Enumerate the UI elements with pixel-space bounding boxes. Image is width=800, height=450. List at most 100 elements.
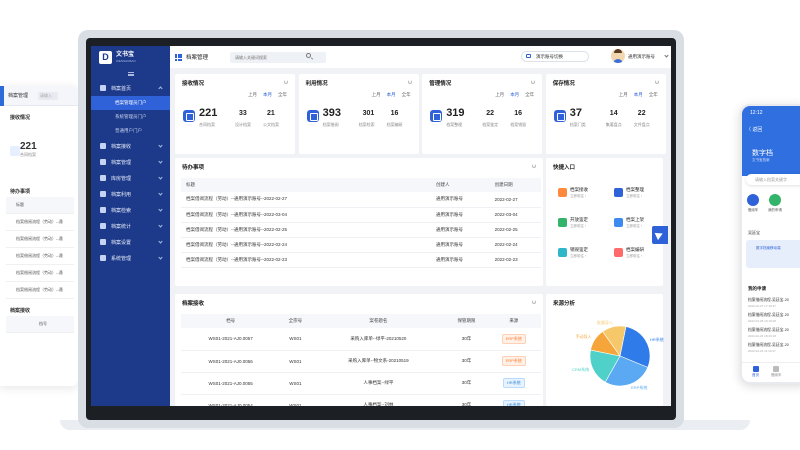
- refresh-icon[interactable]: [654, 80, 659, 84]
- table-row[interactable]: 档案借阅流程（劳动）--通用演示账号--2022-03-04 通用演示账号 2022…: [181, 207, 541, 223]
- table-row[interactable]: 档案借阅流程（劳动）--通用演示账号--2022-02-25 通用演示账号 2022…: [181, 222, 541, 238]
- period-tab[interactable]: 上月: [248, 92, 257, 97]
- period-tab[interactable]: 上月: [618, 92, 628, 97]
- period-tab[interactable]: 上月: [371, 92, 381, 97]
- sidebar-subitem[interactable]: 普通用户门户: [115, 128, 142, 133]
- period-tab[interactable]: 全年: [401, 92, 411, 97]
- sidebar-item[interactable]: 档案设置: [91, 234, 170, 250]
- secondary-search[interactable]: 请输入: [38, 91, 59, 100]
- quick-entry-link[interactable]: 立即前往 ›: [570, 254, 587, 258]
- table-cell: 2022-02-23: [489, 252, 541, 268]
- user-name[interactable]: 通用演示账号: [628, 54, 655, 59]
- sidebar-item[interactable]: 系统管理: [91, 250, 170, 266]
- phone-list-item[interactable]: 档案借阅流程-吴廷宝-20 2022-02-25 10:19:28: [748, 313, 789, 323]
- period-tab[interactable]: 全年: [278, 92, 287, 97]
- sidebar-item[interactable]: 库房管理: [91, 170, 170, 186]
- quick-entry-item[interactable]: 档案整理 立即前往 ›: [614, 186, 664, 206]
- table-row[interactable]: WS01-2021-AJ0.0055 WS01 人事档案--绿平 30年 HR系统: [181, 372, 541, 395]
- phone-list-item[interactable]: 档案借阅流程-吴廷宝-20 2022-02-27 17:19:37: [748, 298, 789, 308]
- period-tab[interactable]: 上月: [495, 92, 505, 97]
- table-row[interactable]: 档案借阅流程（劳动）--通用演示账号--2022-02-27 通用演示账号 2022…: [181, 192, 541, 208]
- sidebar-item[interactable]: 档案统计: [91, 218, 170, 234]
- period-tab[interactable]: 本月: [386, 92, 396, 97]
- sidebar-item-label: 档案接收: [111, 143, 132, 150]
- nav-icon: [100, 143, 106, 149]
- quick-entry-item[interactable]: 档案上架 立即前往 ›: [614, 216, 664, 236]
- secondary-todo-row[interactable]: 档案借阅流程（劳动）--通: [6, 231, 74, 248]
- secondary-archive-card: 档案接收 档号: [6, 303, 74, 333]
- quick-entry-link[interactable]: 立即前往 ›: [626, 194, 643, 198]
- quick-entry-link[interactable]: 立即前往 ›: [626, 254, 643, 258]
- sidebar-item[interactable]: 档案检索: [91, 202, 170, 218]
- refresh-icon[interactable]: [407, 80, 412, 84]
- table-cell: 档案借阅流程（劳动）--通用演示账号--2022-02-23: [181, 252, 431, 268]
- quick-entry-item[interactable]: 开放鉴定 立即前往 ›: [558, 216, 608, 236]
- secondary-todo-row[interactable]: 档案借阅流程（劳动）--通: [6, 214, 74, 231]
- stat-label: 公文档案: [263, 122, 279, 127]
- period-tabs: 上月 本月 全年: [248, 92, 287, 98]
- table-row[interactable]: WS01-2021-AJ0.0056 WS01 采购入库单--物文系-2021051…: [181, 350, 541, 373]
- sidebar-subitem[interactable]: 系统管理员门户: [115, 114, 147, 119]
- table-cell: 30年: [446, 394, 487, 406]
- sidebar-item[interactable]: 档案接收: [91, 138, 170, 154]
- stat-main-value: 393: [322, 107, 341, 119]
- app-grid-icon[interactable]: [175, 53, 182, 61]
- chevron-down-icon: [158, 255, 163, 260]
- phone-shortcut[interactable]: 借阅车: [746, 194, 760, 213]
- quick-entry-item[interactable]: 档案编研 立即前往 ›: [614, 246, 664, 266]
- sidebar-item[interactable]: 档案利用: [91, 186, 170, 202]
- phone-search-input[interactable]: 请输入档案关键字: [746, 174, 800, 185]
- secondary-todo-row[interactable]: 档案借阅流程（劳动）--通: [6, 248, 74, 265]
- quick-entry-link[interactable]: 立即前往 ›: [570, 194, 587, 198]
- search-icon[interactable]: [306, 53, 311, 58]
- quick-entry-link[interactable]: 立即前往 ›: [570, 224, 587, 228]
- secondary-tab[interactable]: 档案管理: [8, 93, 29, 99]
- refresh-icon[interactable]: [532, 300, 536, 304]
- quick-entry-label: 销毁鉴定: [570, 247, 588, 252]
- period-tab[interactable]: 本月: [263, 92, 272, 97]
- refresh-icon[interactable]: [284, 80, 288, 84]
- search-input[interactable]: [230, 51, 327, 63]
- pie-slice[interactable]: [602, 325, 627, 357]
- quick-entry-icon: [558, 188, 567, 197]
- quick-entry-label: 档案接收: [570, 187, 588, 192]
- table-row[interactable]: WS01-2021-AJ0.0054 WS01 人事档案--刘林 30年 HR系统: [181, 394, 541, 406]
- send-float-button[interactable]: [652, 226, 668, 244]
- period-tab[interactable]: 本月: [510, 92, 520, 97]
- phone-back-button[interactable]: 〈 返回: [746, 127, 763, 133]
- phone-nav-item[interactable]: 首页: [752, 366, 759, 382]
- table-row[interactable]: WS01-2021-AJ0.0057 WS01 采购入库单--绿平-20210520…: [181, 328, 541, 351]
- phone-nav-item[interactable]: 借阅车: [771, 366, 782, 382]
- todo-panel: 待办事项 标题 创建人 创建日期 档案借阅流程（劳动）--通用演示账号--2022-…: [175, 158, 543, 286]
- stat-value: 21: [267, 110, 275, 117]
- refresh-icon[interactable]: [531, 80, 536, 84]
- phone-list-item[interactable]: 档案借阅流程-吴廷宝-20 2022-02-23 18:43:18: [748, 328, 789, 338]
- sidebar-toggle[interactable]: [91, 68, 170, 80]
- sidebar-item[interactable]: 档案管理: [91, 154, 170, 170]
- refresh-icon[interactable]: [532, 164, 536, 168]
- table-row[interactable]: 档案借阅流程（劳动）--通用演示账号--2022-02-23 通用演示账号 2022…: [181, 252, 541, 268]
- quick-entry-item[interactable]: 销毁鉴定立即前往 ›: [558, 246, 608, 266]
- secondary-todo-row[interactable]: 档案借阅流程（劳动）--通: [6, 282, 74, 299]
- period-tab[interactable]: 本月: [633, 92, 643, 97]
- quick-entry-item[interactable]: 档案接收立即前往 ›: [558, 186, 608, 206]
- phone-list-item[interactable]: 档案借阅流程-吴廷宝-20 2022-02-22 11:19:47: [748, 343, 789, 353]
- table-cell: 采购入库单--物文系-20210519: [310, 350, 447, 373]
- period-tab[interactable]: 全年: [648, 92, 658, 97]
- account-switch-button[interactable]: 演示账号切换: [521, 51, 589, 62]
- sidebar-item-label: 档案统计: [111, 223, 132, 230]
- secondary-todo-row[interactable]: 档案借阅流程（劳动）--通: [6, 265, 74, 282]
- sidebar-subitem[interactable]: 档案管理员门户: [91, 96, 170, 110]
- stat-card-title: 管理情况: [429, 81, 452, 87]
- quick-entry-panel: 快捷入口 档案接收 立即前往 › 档案整理 立即前往 › 开放鉴定 立即前往 › 档案上架立…: [546, 158, 663, 286]
- sidebar-item[interactable]: 档案首页: [91, 80, 170, 96]
- table-header: 创建人: [431, 178, 490, 192]
- pie-slice[interactable]: [619, 326, 651, 368]
- phone-shortcut[interactable]: 我的申请: [768, 194, 782, 213]
- stat-card-title: 利用情况: [305, 81, 328, 87]
- table-row[interactable]: 档案借阅流程（劳动）--通用演示账号--2022-02-24 通用演示账号 2022…: [181, 237, 541, 253]
- period-tab[interactable]: 全年: [525, 92, 535, 97]
- quick-entry-link[interactable]: 立即前往 ›: [626, 224, 643, 228]
- avatar[interactable]: [611, 49, 625, 63]
- pie-slice[interactable]: [589, 349, 621, 383]
